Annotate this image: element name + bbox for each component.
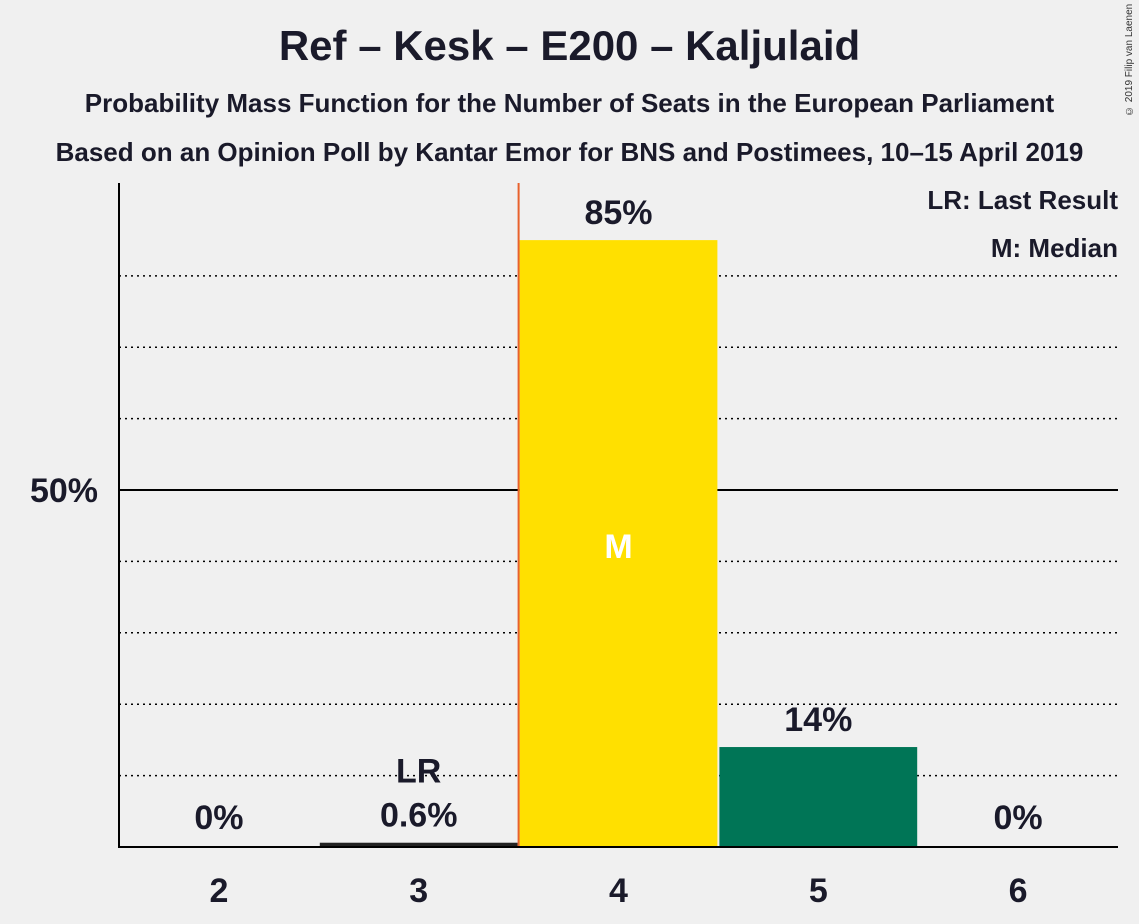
bar-seats-4 [519, 240, 718, 847]
bar-seats-5 [719, 747, 918, 847]
bar-seats-3 [319, 842, 518, 847]
x-tick-label-6: 6 [1009, 872, 1028, 910]
x-tick-label-5: 5 [809, 872, 828, 910]
value-label-seats-6: 0% [994, 799, 1043, 837]
x-tick-label-2: 2 [209, 872, 228, 910]
value-label-seats-3: 0.6% [380, 797, 458, 835]
value-label-seats-2: 0% [194, 799, 243, 837]
value-label-seats-5: 14% [784, 701, 852, 739]
y-tick-label-50: 50% [30, 472, 98, 510]
median-marker: M [604, 528, 632, 566]
legend-last-result: LR: Last Result [927, 185, 1118, 215]
value-label-seats-4: 85% [584, 194, 652, 232]
x-tick-label-4: 4 [609, 872, 628, 910]
x-tick-label-3: 3 [409, 872, 428, 910]
chart-title: Ref – Kesk – E200 – Kaljulaid [278, 22, 861, 69]
chart-subtitle-source: Based on an Opinion Poll by Kantar Emor … [55, 137, 1084, 167]
chart-subtitle-method: Probability Mass Function for the Number… [84, 88, 1055, 118]
legend-median: M: Median [991, 233, 1118, 263]
last-result-marker: LR [396, 753, 441, 791]
bars [319, 240, 918, 847]
axes [118, 183, 1118, 848]
